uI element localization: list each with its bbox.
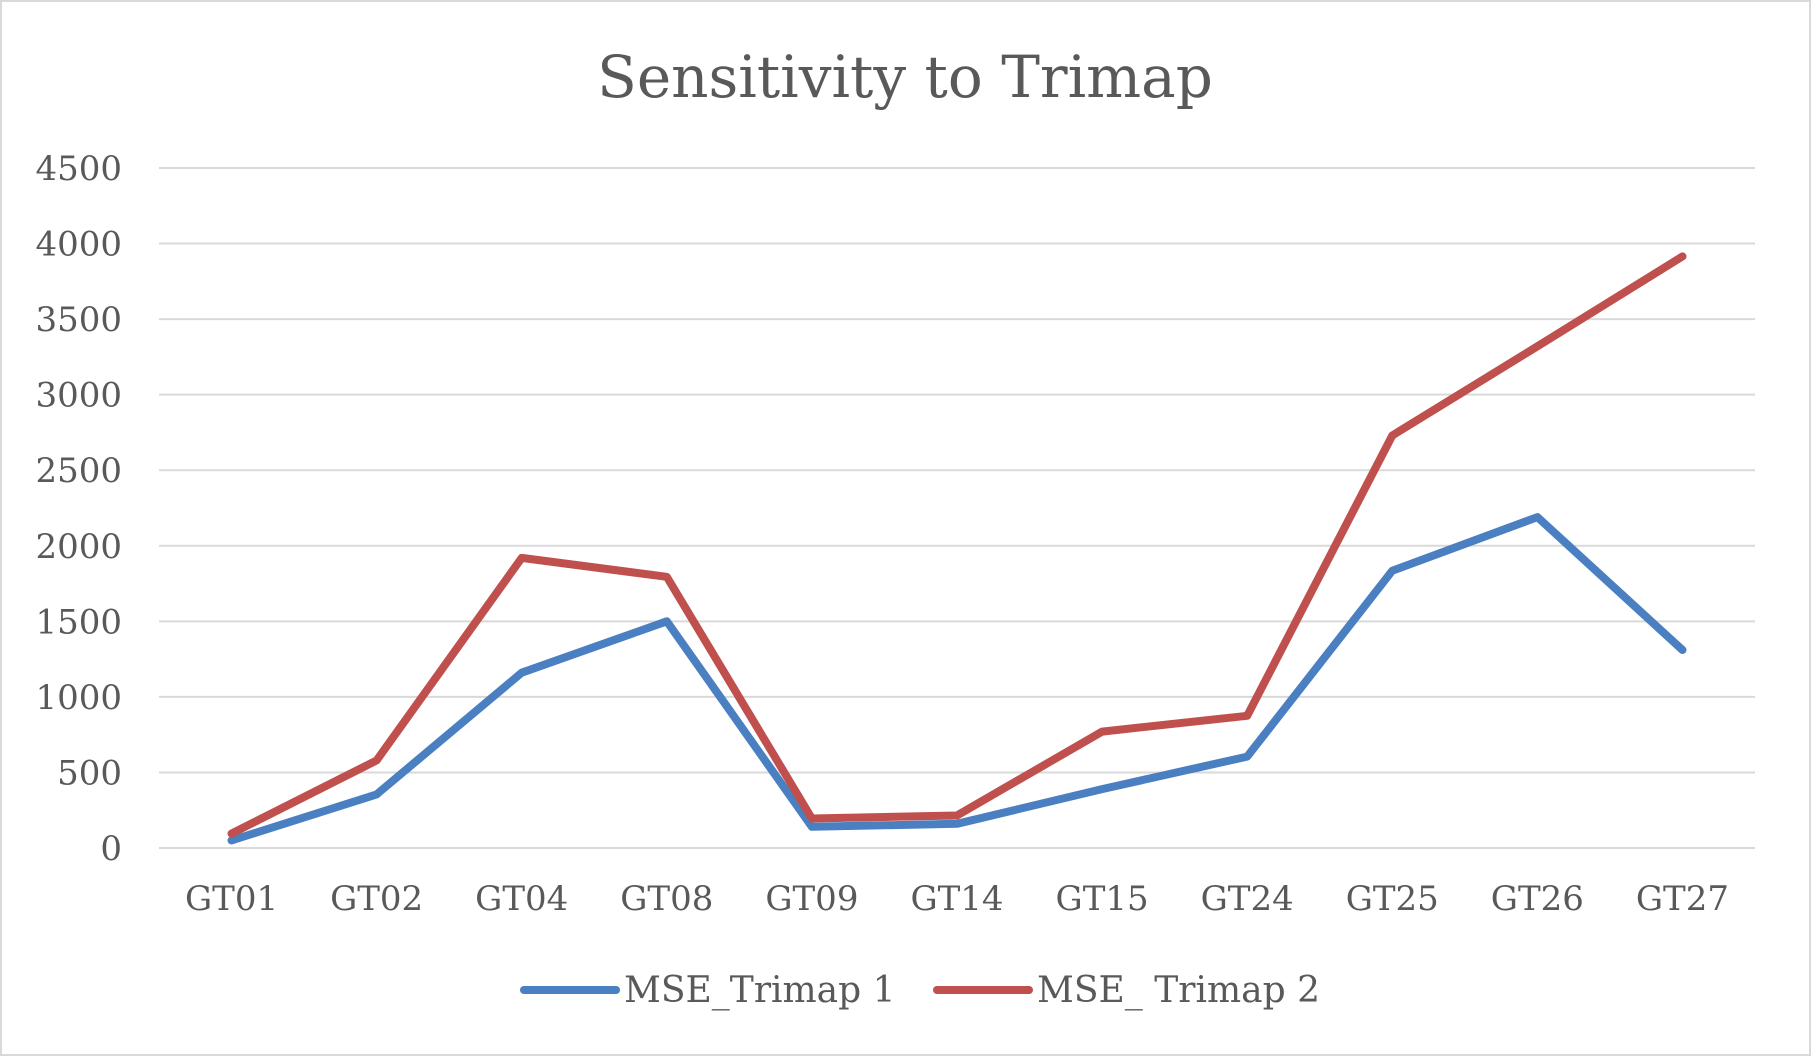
data-point [1245, 713, 1250, 718]
x-tick-label: GT26 [1491, 879, 1584, 919]
legend-label-2: MSE_ Trimap 2 [1037, 970, 1320, 1011]
y-tick-label: 2500 [35, 451, 122, 491]
x-tick-label: GT09 [765, 879, 858, 919]
data-point [1100, 729, 1105, 734]
y-axis-ticks: 0 500 1000 1500 2000 2500 3000 3500 4000 4500 [35, 149, 122, 869]
y-tick-label: 500 [57, 753, 122, 793]
x-tick-label: GT04 [475, 879, 568, 919]
x-tick-label: GT25 [1346, 879, 1439, 919]
x-tick-label: GT27 [1636, 879, 1729, 919]
data-point [229, 831, 234, 836]
data-point [229, 838, 234, 843]
data-point [374, 792, 379, 797]
gridlines [159, 167, 1755, 849]
x-tick-label: GT24 [1201, 879, 1294, 919]
x-axis-ticks: GT01 GT02 GT04 GT08 GT09 GT14 GT15 GT24 GT25 GT26… [185, 879, 1729, 919]
data-point [664, 574, 669, 579]
data-point [1680, 648, 1685, 653]
y-tick-label: 3500 [35, 300, 122, 340]
legend-label-1: MSE_Trimap 1 [624, 970, 896, 1011]
data-point [1535, 344, 1540, 349]
series-lines [227, 252, 1687, 845]
x-tick-label: GT02 [330, 879, 423, 919]
data-point [1680, 254, 1685, 259]
y-tick-label: 0 [100, 829, 122, 869]
data-point [664, 619, 669, 624]
series-line-1 [227, 513, 1687, 845]
y-tick-label: 3000 [35, 376, 122, 416]
y-tick-label: 2000 [35, 527, 122, 567]
x-tick-label: GT01 [185, 879, 278, 919]
data-point [1535, 515, 1540, 520]
data-point [1100, 787, 1105, 792]
chart-title: Sensitivity to Trimap [597, 43, 1213, 111]
data-point [519, 555, 524, 560]
x-tick-label: GT15 [1056, 879, 1149, 919]
data-point [809, 816, 814, 821]
data-point [1390, 433, 1395, 438]
data-point [955, 821, 959, 826]
data-point [809, 824, 814, 829]
legend: MSE_Trimap 1 MSE_ Trimap 2 [520, 970, 1320, 1011]
y-tick-label: 1000 [35, 678, 122, 718]
y-tick-label: 4000 [35, 225, 122, 265]
y-tick-label: 1500 [35, 602, 122, 642]
x-tick-label: GT14 [910, 879, 1003, 919]
data-point [955, 813, 959, 818]
data-point [1390, 568, 1395, 573]
data-point [374, 758, 379, 763]
data-point [519, 670, 524, 675]
y-tick-label: 4500 [35, 149, 122, 189]
data-point [1245, 754, 1250, 759]
x-tick-label: GT08 [620, 879, 713, 919]
